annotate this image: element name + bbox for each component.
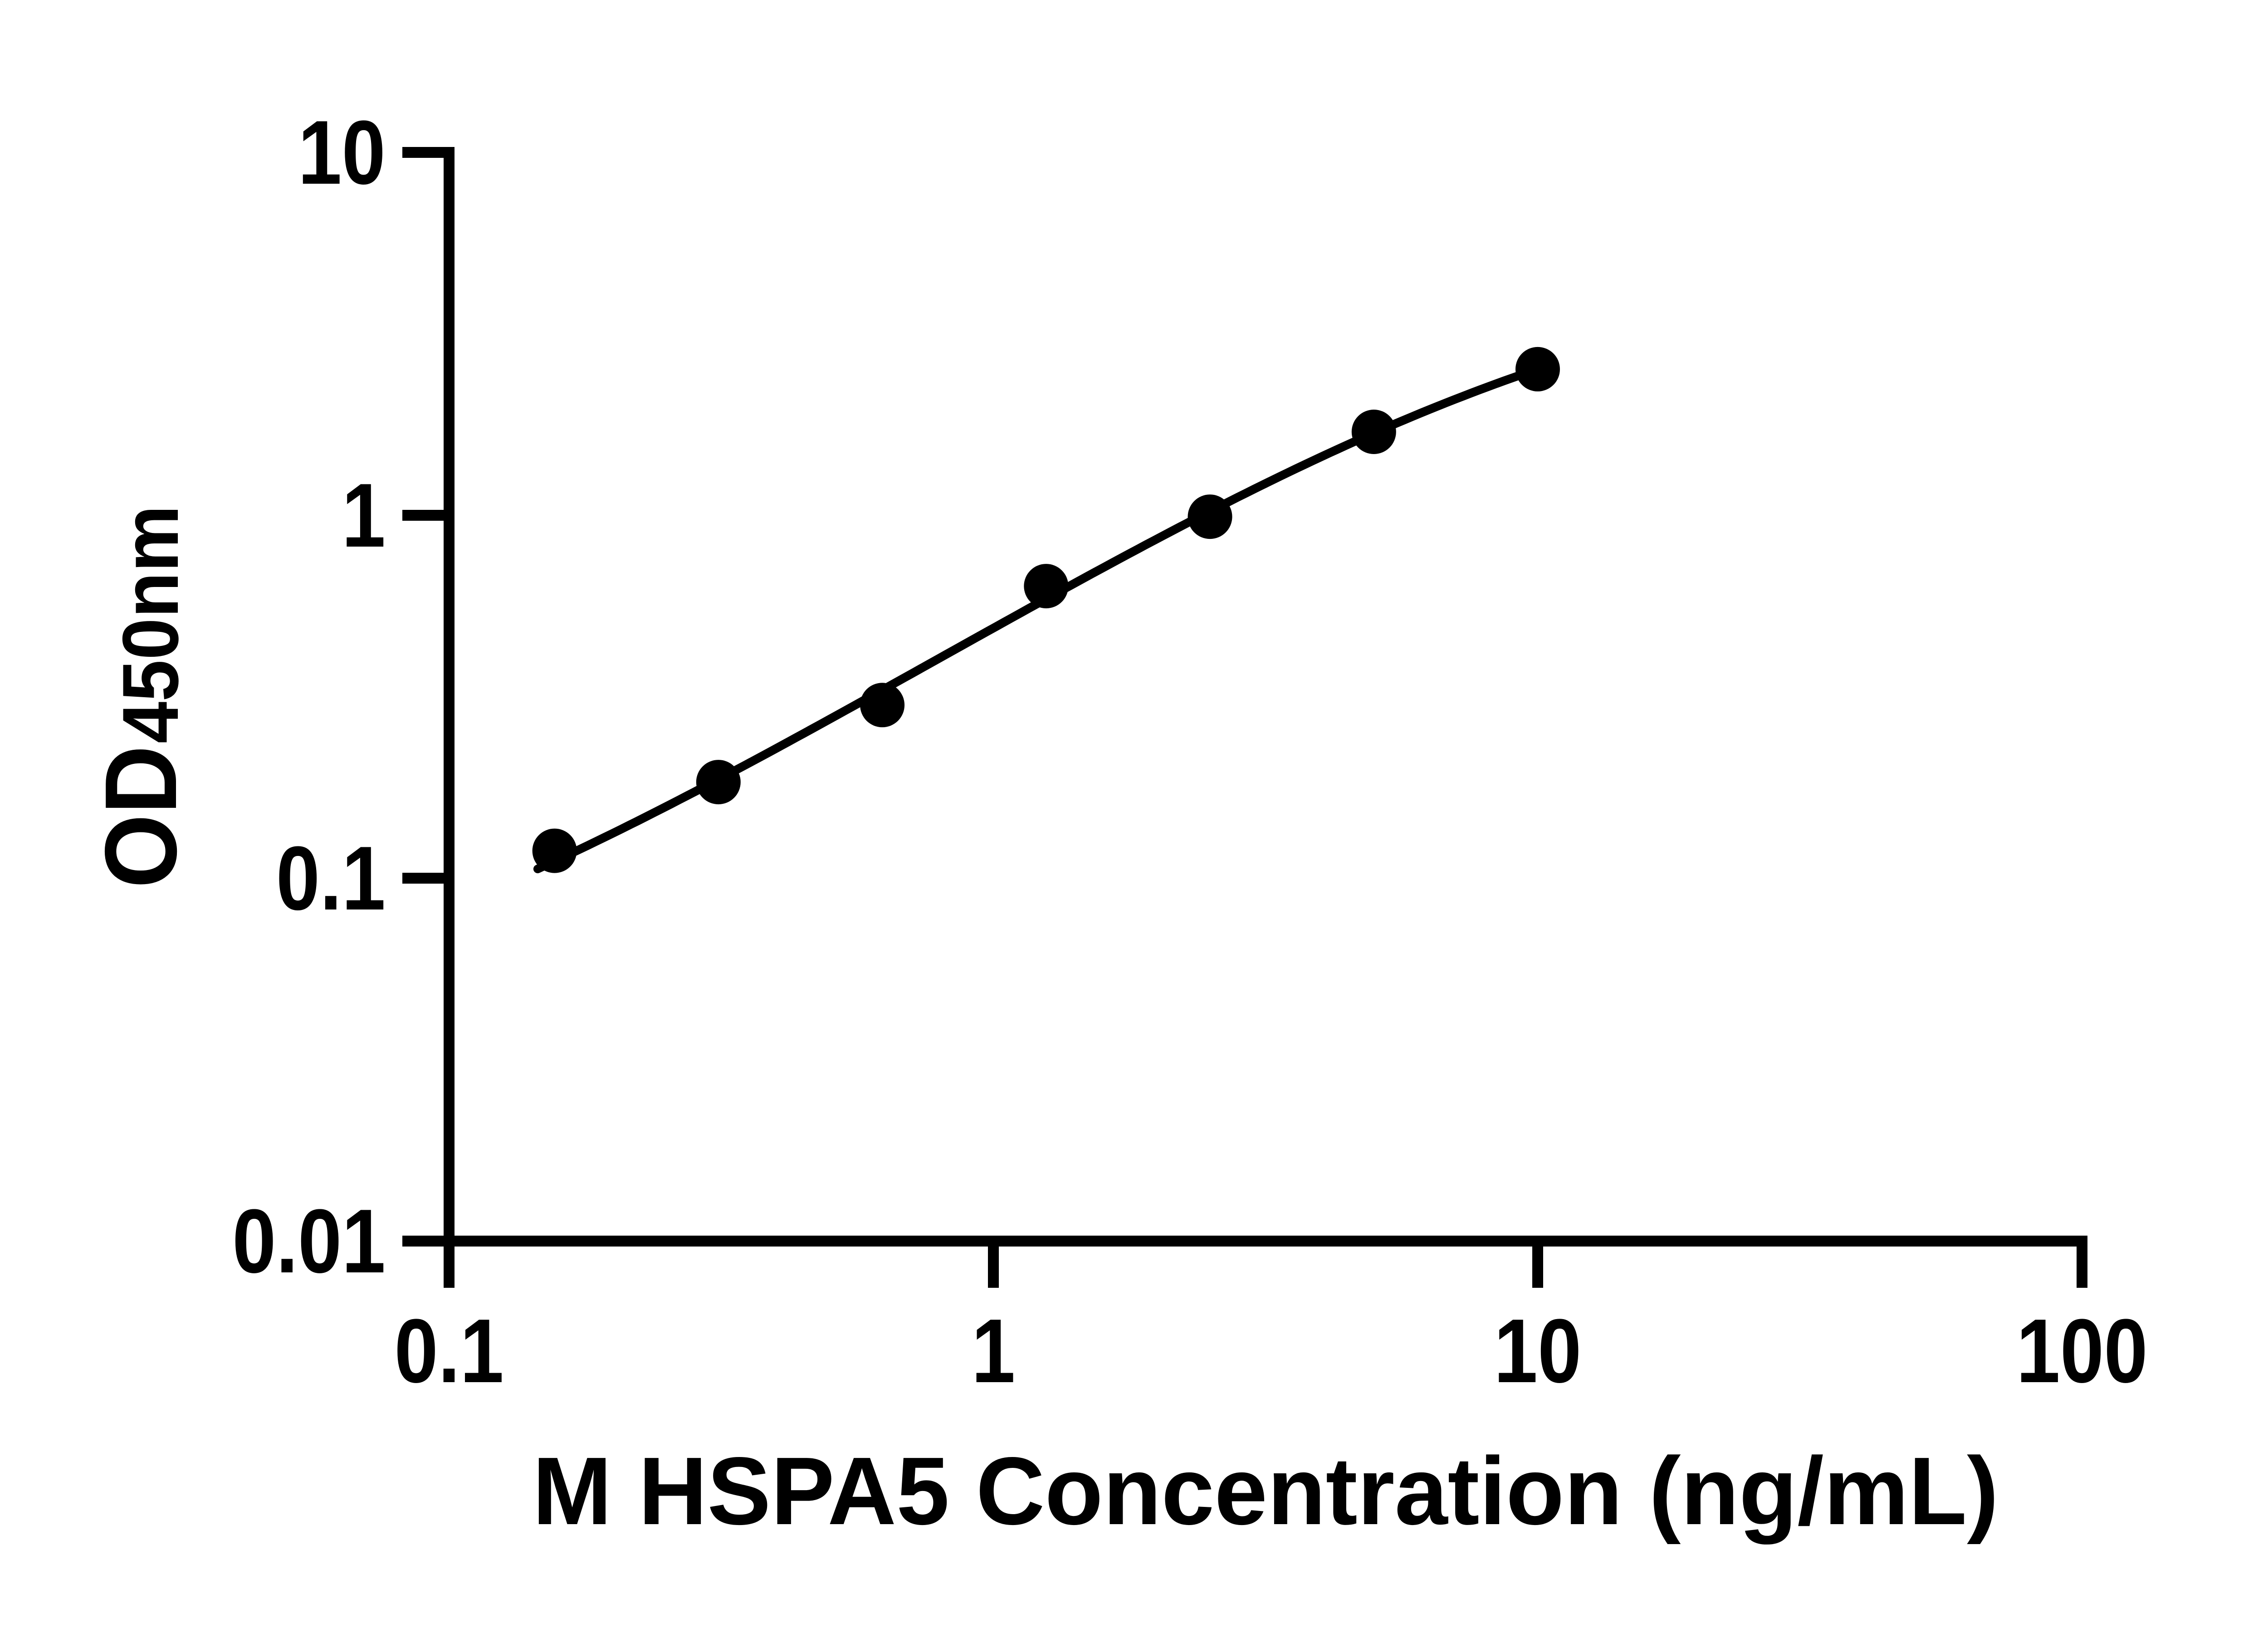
x-tick-label-10: 10 (1494, 1301, 1581, 1402)
data-point-10 (1515, 347, 1560, 391)
y-tick-label-0.1: 0.1 (276, 828, 386, 929)
y-tick-label-1: 1 (342, 465, 386, 566)
y-axis-title-main: OD (83, 745, 198, 888)
x-axis-ticks-group: 0.1 1 10 100 (394, 1247, 2148, 1402)
data-point-2.5 (1188, 494, 1232, 539)
data-point-5 (1351, 410, 1396, 454)
y-tick-label-0.01: 0.01 (232, 1191, 386, 1292)
data-point-0.3125 (696, 760, 741, 805)
y-axis-ticks-group: 0.01 0.1 1 10 (232, 102, 444, 1292)
y-tick-label-10: 10 (298, 102, 386, 203)
y-axis-title: OD 450nm (83, 505, 198, 888)
y-axis-title-subscript: 450nm (107, 505, 195, 743)
data-point-0.625 (860, 683, 905, 728)
x-tick-label-100: 100 (2016, 1301, 2148, 1402)
x-tick-label-1: 1 (972, 1301, 1016, 1402)
data-point-1.25 (1024, 564, 1069, 609)
data-points-group (532, 347, 1560, 873)
axes-group (444, 147, 2087, 1288)
x-axis-title: M HSPA5 Concentration (ng/mL) (533, 1437, 1999, 1545)
data-point-0.15625 (532, 828, 577, 873)
x-tick-label-0.1: 0.1 (394, 1301, 503, 1402)
